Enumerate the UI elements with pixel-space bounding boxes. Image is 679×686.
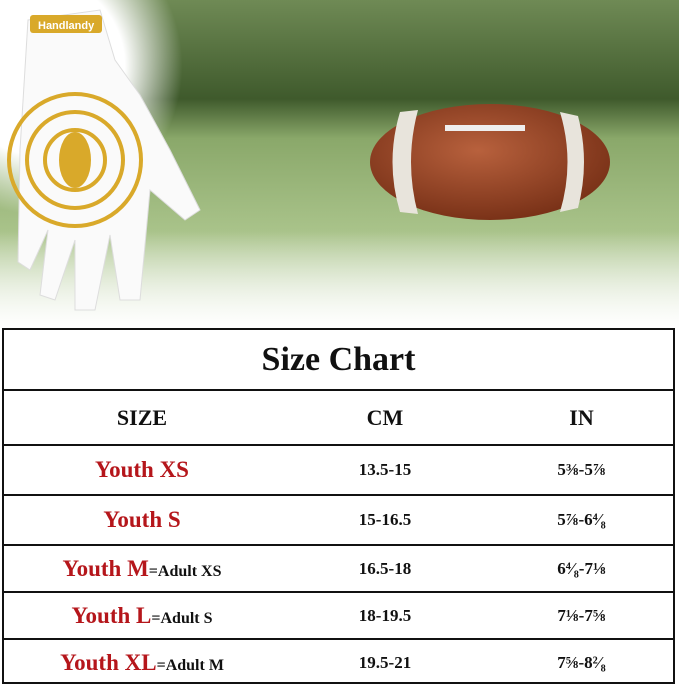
product-photo: Handlandy <box>0 0 679 330</box>
cm-value: 16.5-18 <box>358 558 412 578</box>
adult-size: =Adult S <box>151 609 213 627</box>
header-cm: CM <box>366 404 404 430</box>
size-chart-title: Size Chart <box>4 330 673 391</box>
adult-size: =Adult M <box>156 657 224 674</box>
in-value: 6⁴⁄₈-7⅛ <box>557 558 606 578</box>
table-row: Youth XS 13.5-15 5⅜-5⅞ <box>4 446 673 496</box>
in-value: 7⅝-8²⁄₈ <box>557 653 606 672</box>
youth-size: Youth XS <box>95 457 189 482</box>
size-chart-table: Size Chart SIZE CM IN Youth XS 13.5-15 5… <box>2 328 675 684</box>
table-row: Youth L=Adult S 18-19.5 7⅛-7⅝ <box>4 593 673 640</box>
youth-size: Youth S <box>103 507 181 532</box>
header-row: SIZE CM IN <box>4 391 673 446</box>
football-image <box>370 104 610 220</box>
table-row: Youth S 15-16.5 5⅞-6⁴⁄₈ <box>4 496 673 546</box>
header-in: IN <box>569 404 594 430</box>
cm-value: 13.5-15 <box>358 460 412 479</box>
table-row: Youth XL=Adult M 19.5-21 7⅝-8²⁄₈ <box>4 640 673 686</box>
in-value: 5⅞-6⁴⁄₈ <box>557 510 606 529</box>
in-value: 5⅜-5⅞ <box>557 460 606 479</box>
youth-size: Youth L <box>71 602 152 628</box>
table-row: Youth M=Adult XS 16.5-18 6⁴⁄₈-7⅛ <box>4 546 673 593</box>
youth-size: Youth XL <box>60 650 157 675</box>
cm-value: 19.5-21 <box>358 653 412 672</box>
brand-logo: Handlandy <box>38 20 95 32</box>
header-size: SIZE <box>116 404 168 430</box>
adult-size: =Adult XS <box>148 562 222 580</box>
glove-image: Handlandy <box>7 9 201 311</box>
cm-value: 18-19.5 <box>358 605 412 625</box>
in-value: 7⅛-7⅝ <box>557 605 606 625</box>
youth-size: Youth M <box>62 555 149 581</box>
cm-value: 15-16.5 <box>358 510 412 529</box>
